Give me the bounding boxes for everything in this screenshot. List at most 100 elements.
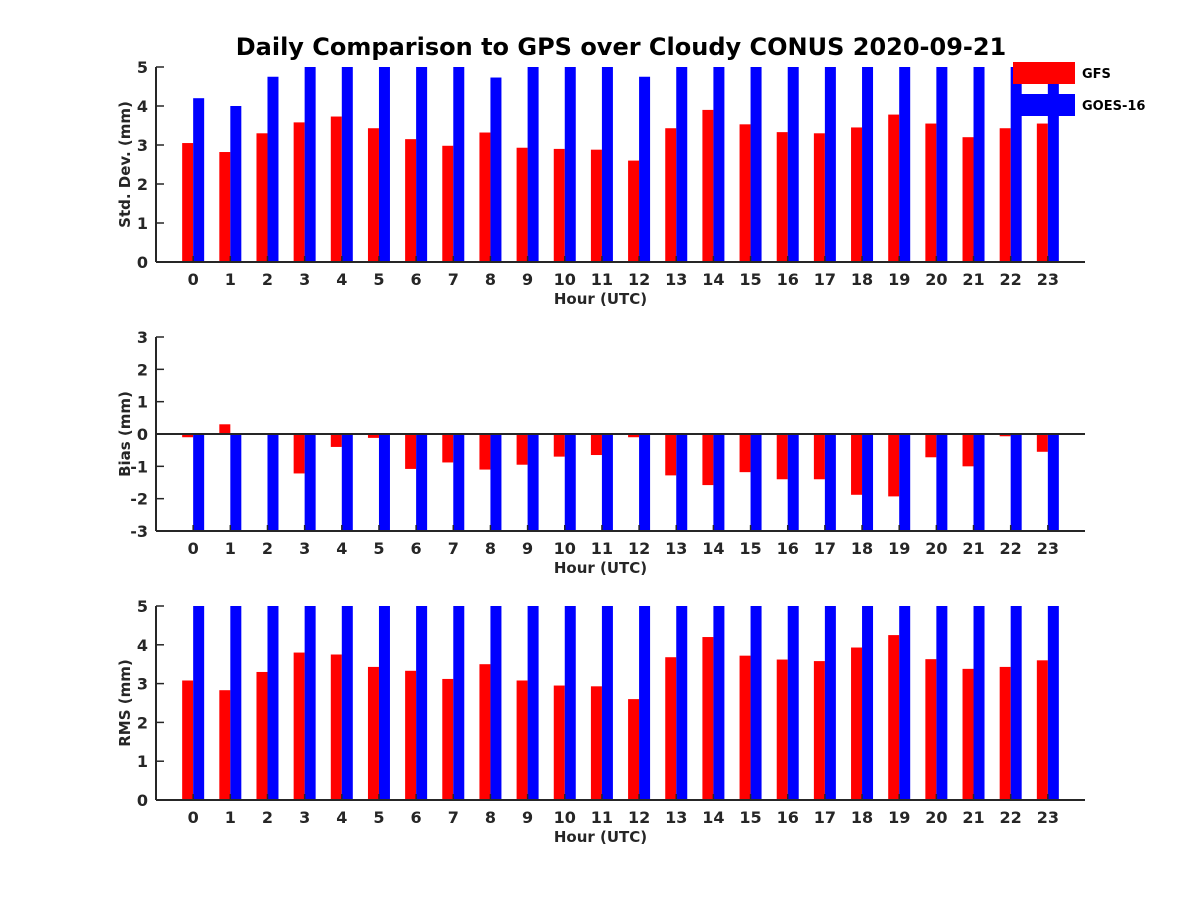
x-tick-label: 1 (225, 539, 236, 558)
x-tick-label: 21 (962, 539, 984, 558)
bar-gfs-hour-16 (776, 434, 788, 480)
y-tick-label: 3 (137, 136, 148, 155)
x-tick-label: 18 (851, 539, 873, 558)
x-tick-label: 18 (851, 808, 873, 827)
x-tick-label: 9 (522, 539, 533, 558)
bar-gfs-hour-20 (925, 123, 937, 262)
legend-label: GOES-16 (1082, 99, 1145, 114)
bar-gfs-hour-5 (367, 434, 379, 438)
y-tick-label: 1 (137, 214, 148, 233)
bar-gfs-hour-17 (813, 661, 825, 800)
y-tick-label: 0 (137, 425, 148, 444)
bar-gfs-hour-11 (590, 149, 602, 262)
bar-goes-16-hour-21 (973, 434, 985, 531)
bar-goes-16-hour-5 (378, 434, 390, 531)
bar-gfs-hour-1 (219, 690, 231, 800)
bar-goes-16-hour-1 (230, 106, 242, 262)
x-tick-label: 15 (739, 270, 761, 289)
x-tick-label: 7 (448, 808, 459, 827)
bar-gfs-hour-4 (330, 116, 342, 262)
x-tick-label: 12 (628, 539, 650, 558)
bar-goes-16-hour-18 (862, 606, 874, 800)
bar-gfs-hour-7 (442, 678, 454, 800)
x-tick-label: 15 (739, 808, 761, 827)
x-tick-label: 23 (1037, 808, 1059, 827)
bar-gfs-hour-2 (256, 133, 268, 262)
bar-gfs-hour-23 (1036, 660, 1048, 800)
y-tick-label: 5 (137, 597, 148, 616)
bar-gfs-hour-15 (739, 434, 751, 473)
bar-gfs-hour-21 (962, 137, 974, 262)
bar-gfs-hour-4 (330, 434, 342, 447)
x-tick-label: 22 (1000, 270, 1022, 289)
bar-gfs-hour-6 (405, 670, 417, 800)
bar-gfs-hour-3 (293, 122, 305, 262)
x-tick-label: 11 (591, 808, 613, 827)
bar-goes-16-hour-0 (193, 606, 205, 800)
x-tick-label: 16 (777, 539, 799, 558)
x-tick-label: 0 (188, 270, 199, 289)
bar-gfs-hour-12 (628, 160, 640, 262)
bar-gfs-hour-13 (665, 128, 677, 262)
y-tick-label: 5 (137, 58, 148, 77)
bar-gfs-hour-18 (851, 127, 863, 262)
bar-gfs-hour-8 (479, 132, 491, 262)
bar-gfs-hour-19 (888, 434, 900, 497)
x-tick-label: 22 (1000, 539, 1022, 558)
x-tick-label: 1 (225, 270, 236, 289)
x-tick-label: 17 (814, 539, 836, 558)
bar-goes-16-hour-10 (564, 434, 576, 531)
bar-gfs-hour-19 (888, 114, 900, 262)
bar-gfs-hour-1 (219, 424, 231, 434)
x-tick-label: 21 (962, 270, 984, 289)
x-tick-label: 6 (411, 539, 422, 558)
bar-goes-16-hour-0 (193, 98, 205, 262)
bar-goes-16-hour-23 (1047, 606, 1059, 800)
bar-gfs-hour-6 (405, 434, 417, 469)
x-tick-label: 17 (814, 808, 836, 827)
x-tick-label: 8 (485, 808, 496, 827)
x-tick-label: 23 (1037, 270, 1059, 289)
bar-gfs-hour-8 (479, 664, 491, 800)
x-tick-label: 19 (888, 539, 910, 558)
chart-legend: GFS GOES-16 (1013, 62, 1145, 116)
x-tick-label: 3 (299, 808, 310, 827)
bar-gfs-hour-16 (776, 659, 788, 800)
x-tick-label: 10 (554, 808, 576, 827)
x-tick-label: 12 (628, 270, 650, 289)
x-tick-label: 20 (925, 808, 947, 827)
x-tick-label: 2 (262, 808, 273, 827)
bar-gfs-hour-10 (553, 685, 565, 800)
bar-goes-16-hour-16 (787, 67, 799, 262)
bar-gfs-hour-1 (219, 152, 231, 262)
bar-gfs-hour-22 (999, 128, 1011, 262)
bar-goes-16-hour-22 (1010, 67, 1022, 262)
bar-goes-16-hour-19 (899, 606, 911, 800)
bar-goes-16-hour-12 (639, 434, 651, 531)
y-tick-label: 1 (137, 752, 148, 771)
chart-title: Daily Comparison to GPS over Cloudy CONU… (236, 33, 1007, 61)
x-tick-label: 23 (1037, 539, 1059, 558)
y-axis-label: Bias (mm) (116, 391, 134, 477)
bar-gfs-hour-7 (442, 434, 454, 463)
bar-goes-16-hour-23 (1047, 434, 1059, 531)
x-tick-label: 3 (299, 270, 310, 289)
bar-goes-16-hour-3 (304, 434, 316, 531)
bar-gfs-hour-0 (182, 143, 194, 262)
legend-label: GFS (1082, 67, 1111, 82)
bar-gfs-hour-18 (851, 647, 863, 800)
bar-goes-16-hour-20 (936, 606, 948, 800)
x-tick-label: 4 (336, 808, 347, 827)
bar-gfs-hour-6 (405, 139, 417, 262)
bar-goes-16-hour-19 (899, 67, 911, 262)
bar-goes-16-hour-22 (1010, 434, 1022, 531)
bar-goes-16-hour-14 (713, 606, 725, 800)
x-tick-label: 19 (888, 808, 910, 827)
bar-gfs-hour-15 (739, 124, 751, 262)
bar-goes-16-hour-11 (601, 606, 613, 800)
x-tick-label: 14 (702, 270, 724, 289)
bar-goes-16-hour-21 (973, 67, 985, 262)
